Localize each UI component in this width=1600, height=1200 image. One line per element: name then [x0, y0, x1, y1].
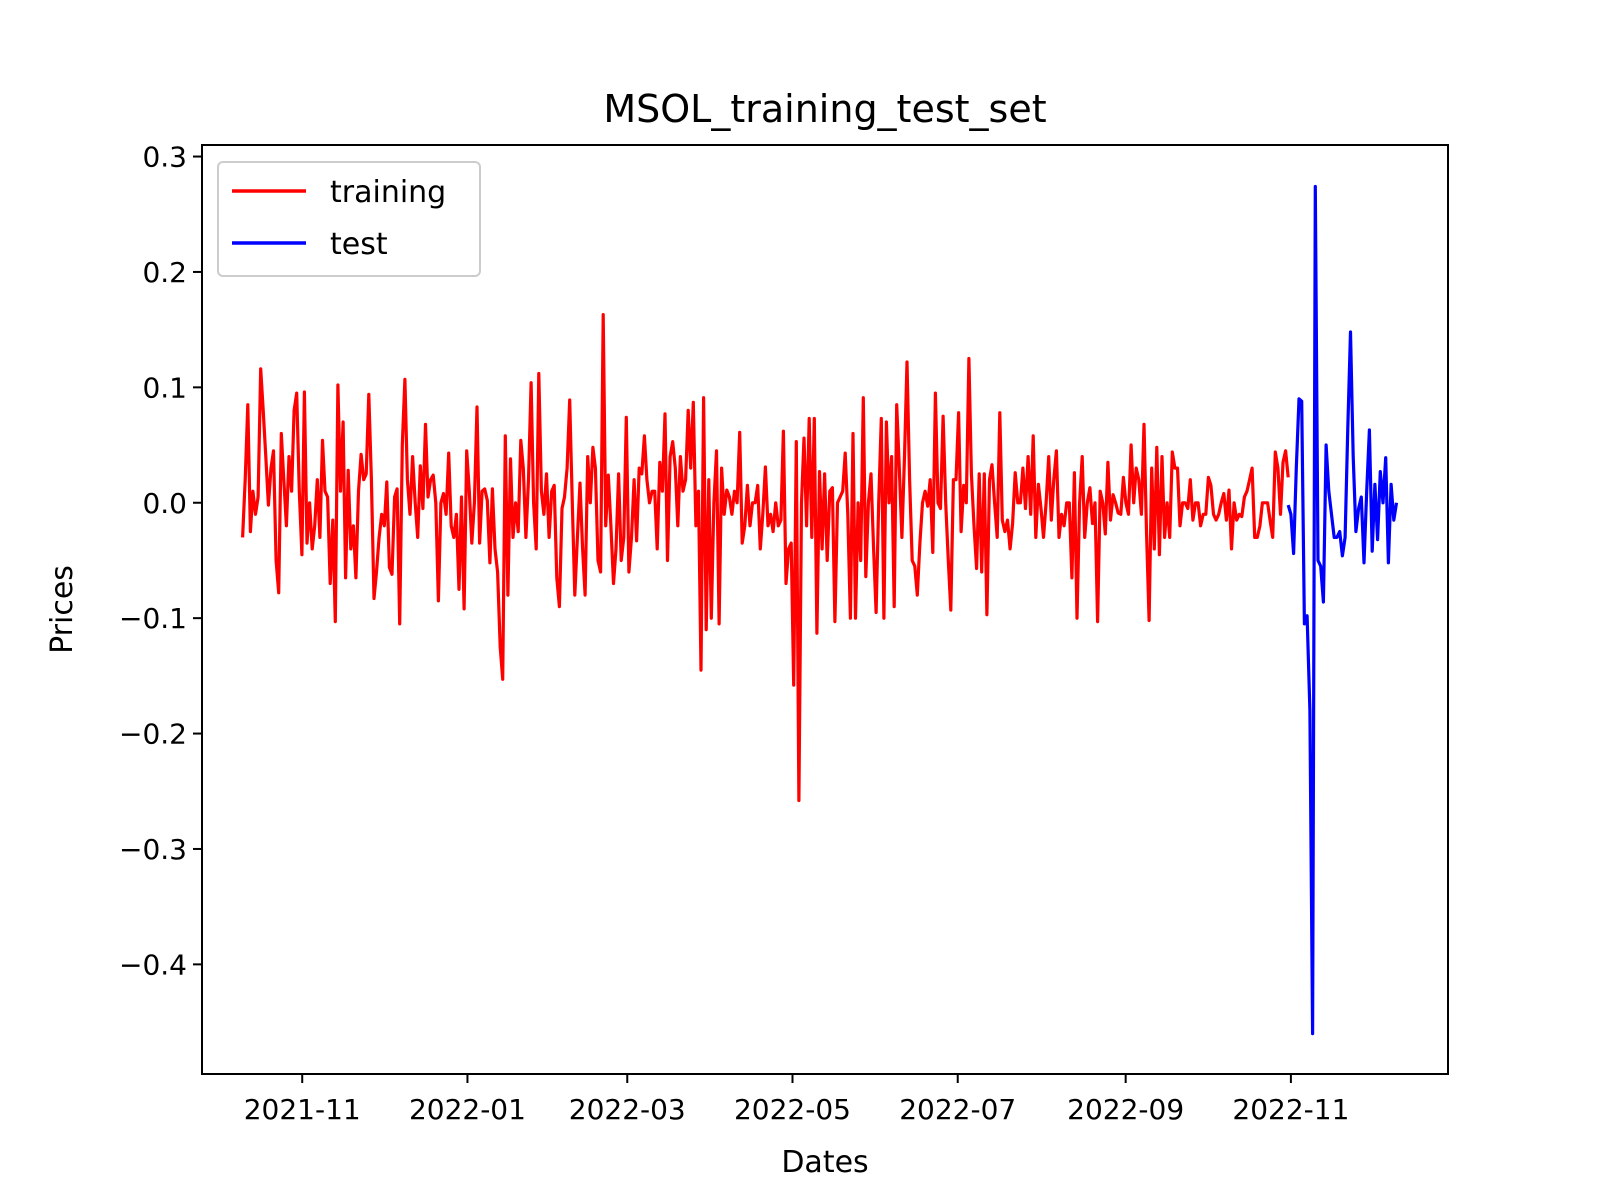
series-layer: [241, 184, 1399, 1036]
y-axis: 0.3 0.2 0.1 0.0 −0.1 −0.2 −0.3 −0.4: [119, 141, 202, 981]
x-tick-label: 2022-11: [1232, 1093, 1349, 1126]
y-tick-label: −0.2: [119, 718, 187, 751]
x-tick-label: 2022-05: [734, 1093, 851, 1126]
y-tick-label: 0.1: [142, 371, 187, 404]
legend-label-test: test: [330, 227, 388, 262]
y-tick-label: −0.4: [119, 948, 187, 981]
chart-title: MSOL_training_test_set: [603, 87, 1046, 131]
x-axis-label: Dates: [781, 1145, 868, 1180]
y-tick-label: 0.0: [142, 487, 187, 520]
series-line-test: [1286, 184, 1399, 1036]
legend: training test: [217, 161, 481, 277]
x-tick-label: 2022-07: [899, 1093, 1016, 1126]
y-tick-label: −0.1: [119, 602, 187, 635]
plot-frame: [201, 144, 1449, 1075]
y-tick-label: −0.3: [119, 833, 187, 866]
y-axis-label: Prices: [45, 565, 80, 654]
x-tick-label: 2022-01: [409, 1093, 526, 1126]
x-axis: 2021-11 2022-01 2022-03 2022-05 2022-07 2022-…: [244, 1074, 1349, 1126]
x-tick-label: 2021-11: [244, 1093, 361, 1126]
legend-label-training: training: [330, 175, 446, 210]
series-line-training: [241, 313, 1290, 803]
x-tick-label: 2022-03: [569, 1093, 686, 1126]
y-tick-label: 0.2: [142, 256, 187, 289]
y-tick-label: 0.3: [142, 141, 187, 174]
x-tick-label: 2022-09: [1067, 1093, 1184, 1126]
